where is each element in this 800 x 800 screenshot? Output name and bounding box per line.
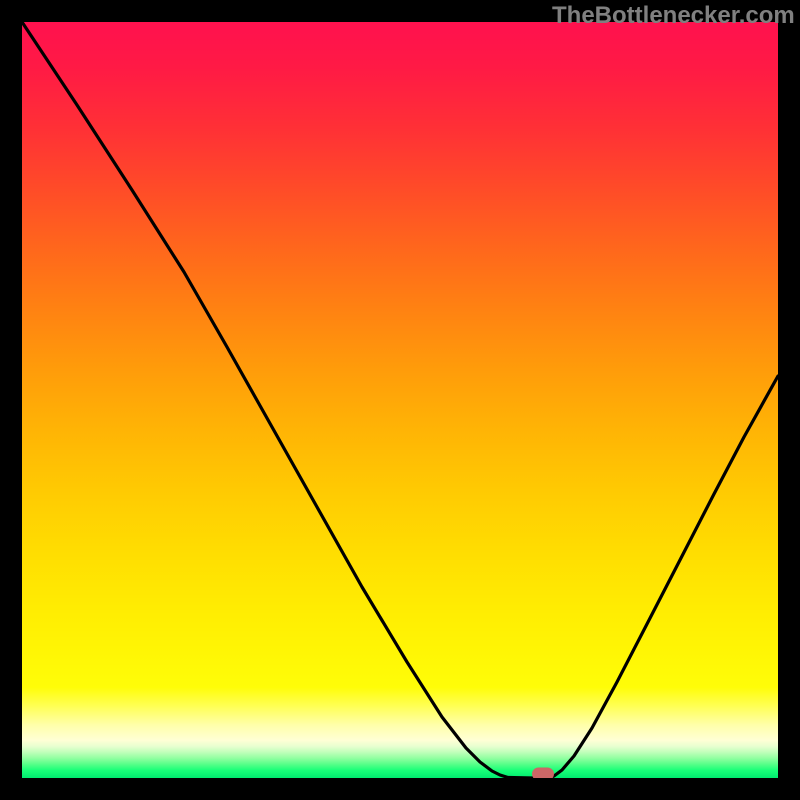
plot-svg [22,22,778,778]
watermark-text: TheBottlenecker.com [552,2,795,30]
chart-frame: TheBottlenecker.com [0,0,800,800]
plot-area [22,22,778,778]
gradient-background [22,22,778,778]
optimum-marker [532,768,554,779]
